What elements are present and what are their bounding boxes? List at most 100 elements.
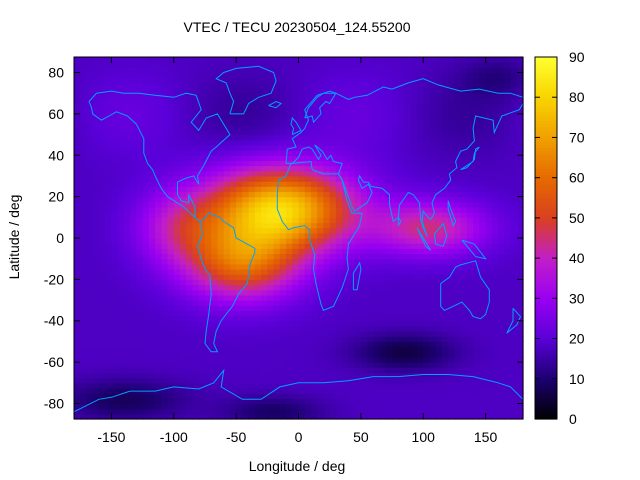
heatmap-cell — [491, 170, 499, 177]
heatmap-cell — [167, 181, 175, 187]
heatmap-cell — [92, 305, 100, 311]
heatmap-cell — [342, 139, 349, 146]
heatmap-cell — [466, 336, 474, 343]
heatmap-cell — [292, 393, 300, 399]
heatmap-cell — [180, 289, 187, 296]
heatmap-cell — [292, 196, 300, 203]
heatmap-cell — [342, 367, 349, 374]
heatmap-cell — [98, 108, 106, 115]
heatmap-cell — [236, 57, 243, 63]
heatmap-cell — [479, 320, 487, 327]
heatmap-cell — [105, 77, 113, 84]
heatmap-cell — [485, 186, 493, 193]
heatmap-cell — [342, 155, 349, 162]
heatmap-cell — [323, 113, 331, 120]
heatmap-cell — [136, 382, 144, 389]
heatmap-cell — [242, 398, 250, 405]
heatmap-cell — [392, 269, 399, 275]
heatmap-cell — [248, 341, 256, 348]
heatmap-cell — [142, 403, 150, 410]
heatmap-cell — [485, 160, 493, 167]
heatmap-cell — [254, 62, 262, 68]
heatmap-cell — [173, 170, 181, 177]
heatmap-cell — [267, 346, 275, 353]
heatmap-cell — [148, 382, 156, 389]
heatmap-cell — [130, 367, 137, 374]
heatmap-cell — [367, 196, 374, 203]
heatmap-cell — [441, 222, 449, 229]
heatmap-cell — [211, 175, 219, 182]
heatmap-cell — [317, 243, 325, 249]
heatmap-cell — [136, 279, 144, 286]
heatmap-cell — [460, 289, 468, 296]
heatmap-cell — [286, 253, 293, 260]
heatmap-cell — [167, 77, 175, 84]
heatmap-cell — [491, 305, 499, 311]
heatmap-cell — [485, 222, 493, 229]
heatmap-cell — [441, 175, 449, 182]
heatmap-cell — [142, 129, 150, 136]
heatmap-cell — [273, 67, 281, 74]
heatmap-cell — [80, 403, 88, 410]
heatmap-cell — [186, 393, 194, 399]
heatmap-cell — [435, 98, 443, 105]
heatmap-cell — [491, 413, 499, 420]
heatmap-cell — [323, 62, 331, 68]
heatmap-cell — [204, 382, 212, 389]
heatmap-cell — [410, 253, 418, 260]
heatmap-cell — [148, 238, 156, 244]
heatmap-cell — [267, 57, 275, 63]
heatmap-cell — [223, 258, 231, 265]
heatmap-cell — [498, 305, 505, 311]
heatmap-cell — [198, 93, 206, 99]
heatmap-cell — [441, 403, 449, 410]
heatmap-cell — [441, 310, 449, 317]
heatmap-cell — [392, 238, 399, 244]
heatmap-cell — [392, 398, 399, 405]
heatmap-cell — [273, 113, 281, 120]
heatmap-cell — [460, 356, 468, 363]
heatmap-cell — [354, 119, 362, 125]
heatmap-cell — [304, 227, 312, 234]
heatmap-cell — [479, 310, 487, 317]
heatmap-cell — [155, 181, 162, 187]
heatmap-cell — [448, 77, 456, 84]
heatmap-cell — [279, 398, 287, 405]
heatmap-cell — [510, 191, 518, 198]
heatmap-cell — [229, 341, 237, 348]
heatmap-cell — [410, 351, 418, 358]
heatmap-cell — [435, 248, 443, 255]
heatmap-cell — [498, 98, 505, 105]
heatmap-cell — [192, 263, 200, 270]
heatmap-cell — [155, 325, 162, 332]
heatmap-cell — [385, 356, 393, 363]
heatmap-cell — [155, 88, 162, 94]
heatmap-cell — [448, 243, 456, 249]
heatmap-cell — [385, 113, 393, 120]
heatmap-cell — [111, 170, 119, 177]
heatmap-cell — [148, 398, 156, 405]
heatmap-cell — [92, 320, 100, 327]
heatmap-cell — [198, 124, 206, 130]
heatmap-cell — [236, 408, 243, 415]
heatmap-cell — [329, 279, 337, 286]
heatmap-cell — [273, 310, 281, 317]
heatmap-cell — [148, 170, 156, 177]
heatmap-cell — [86, 144, 94, 151]
heatmap-cell — [373, 82, 381, 89]
heatmap-cell — [148, 289, 156, 296]
heatmap-cell — [460, 201, 468, 208]
heatmap-cell — [254, 155, 262, 162]
heatmap-cell — [86, 372, 94, 379]
heatmap-cell — [204, 191, 212, 198]
heatmap-cell — [80, 155, 88, 162]
heatmap-cell — [410, 57, 418, 63]
heatmap-cell — [155, 124, 162, 130]
heatmap-cell — [204, 77, 212, 84]
heatmap-cell — [167, 57, 175, 63]
heatmap-cell — [416, 258, 424, 265]
heatmap-cell — [180, 108, 187, 115]
heatmap-cell — [323, 186, 331, 193]
heatmap-cell — [286, 222, 293, 229]
heatmap-cell — [74, 367, 81, 374]
